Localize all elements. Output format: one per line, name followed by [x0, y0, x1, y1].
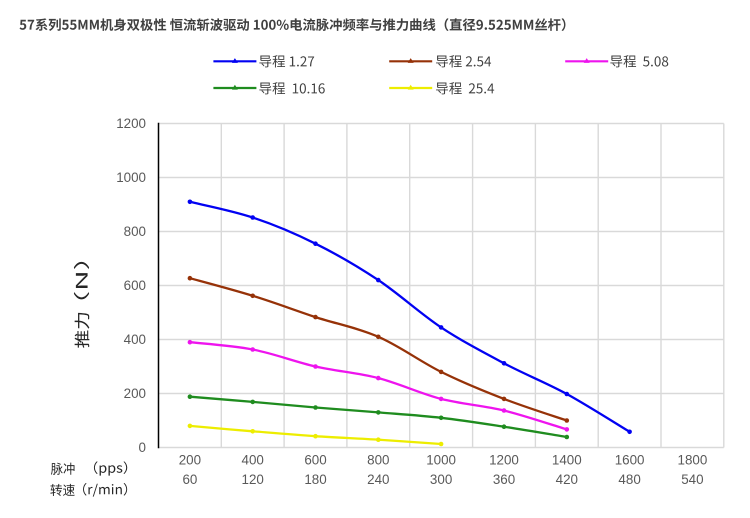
- svg-text:360: 360: [493, 472, 515, 487]
- svg-text:200: 200: [124, 386, 146, 401]
- svg-text:540: 540: [681, 472, 703, 487]
- svg-text:240: 240: [367, 472, 389, 487]
- svg-text:180: 180: [304, 472, 326, 487]
- svg-text:60: 60: [182, 472, 197, 487]
- svg-text:1000: 1000: [426, 452, 456, 467]
- svg-text:600: 600: [304, 452, 326, 467]
- svg-text:1400: 1400: [552, 452, 582, 467]
- svg-text:400: 400: [124, 332, 146, 347]
- svg-text:800: 800: [367, 452, 389, 467]
- svg-text:1200: 1200: [489, 452, 519, 467]
- svg-text:120: 120: [242, 472, 264, 487]
- svg-text:420: 420: [556, 472, 578, 487]
- svg-text:1200: 1200: [116, 116, 146, 131]
- svg-text:1800: 1800: [678, 452, 708, 467]
- svg-text:1600: 1600: [615, 452, 645, 467]
- svg-text:0: 0: [139, 440, 146, 455]
- svg-text:400: 400: [242, 452, 264, 467]
- svg-text:800: 800: [124, 224, 146, 239]
- svg-text:300: 300: [430, 472, 452, 487]
- svg-text:200: 200: [179, 452, 201, 467]
- svg-text:600: 600: [124, 278, 146, 293]
- svg-text:480: 480: [618, 472, 640, 487]
- svg-text:1000: 1000: [116, 170, 146, 185]
